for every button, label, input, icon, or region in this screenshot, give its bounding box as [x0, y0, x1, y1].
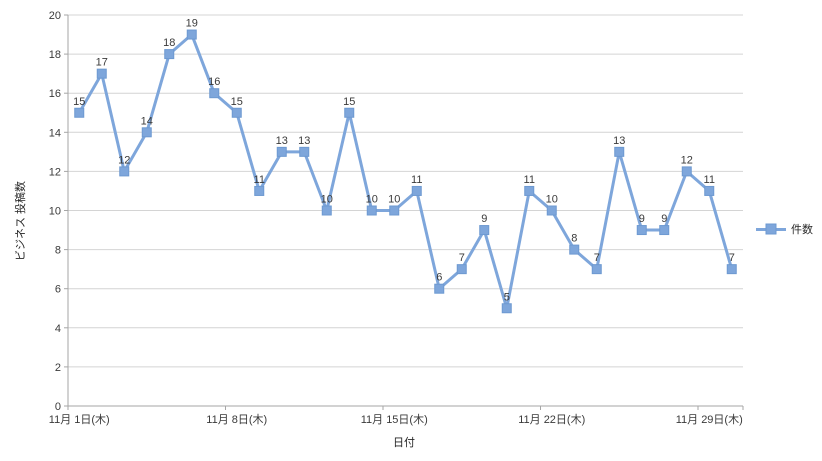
- data-point-marker: [434, 283, 445, 294]
- data-point-marker: [344, 107, 355, 118]
- y-tick-label: 12: [49, 166, 61, 178]
- y-axis-title: ビジネス 投稿数: [15, 180, 27, 262]
- data-point-label: 8: [571, 233, 577, 245]
- data-point-marker: [366, 205, 377, 216]
- legend-line-sample: [756, 223, 786, 235]
- data-point-marker: [501, 303, 512, 314]
- data-point-label: 19: [186, 18, 198, 30]
- data-point-label: 11: [254, 174, 265, 186]
- legend-label: 件数: [791, 224, 813, 236]
- data-point-marker: [681, 166, 692, 177]
- data-point-label: 10: [366, 194, 378, 206]
- x-tick-label: 11月 29日(木): [676, 413, 743, 426]
- y-tick-label: 16: [49, 88, 61, 100]
- data-point-marker: [231, 107, 242, 118]
- data-point-label: 18: [163, 37, 175, 49]
- data-point-marker: [479, 225, 490, 236]
- data-point-label: 15: [343, 96, 355, 108]
- data-point-marker: [704, 185, 715, 196]
- data-point-label: 16: [208, 76, 220, 88]
- data-point-label: 15: [231, 96, 243, 108]
- data-point-marker: [524, 185, 535, 196]
- data-point-marker: [119, 166, 130, 177]
- data-point-marker: [411, 185, 422, 196]
- data-point-marker: [299, 146, 310, 157]
- data-point-marker: [209, 88, 220, 99]
- data-point-marker: [614, 146, 625, 157]
- data-point-label: 10: [321, 194, 333, 206]
- data-point-label: 5: [504, 291, 510, 303]
- data-point-marker: [254, 185, 265, 196]
- y-tick-label: 14: [49, 127, 61, 139]
- data-point-label: 13: [276, 135, 288, 147]
- y-tick-label: 6: [55, 284, 61, 296]
- data-point-label: 7: [729, 252, 735, 264]
- data-point-label: 12: [118, 154, 130, 166]
- data-point-label: 14: [141, 115, 153, 127]
- data-point-marker: [546, 205, 557, 216]
- data-point-label: 6: [436, 272, 442, 284]
- y-tick-label: 8: [55, 245, 61, 257]
- y-tick-label: 0: [55, 401, 61, 413]
- y-tick-label: 10: [49, 206, 61, 218]
- x-axis-title: 日付: [393, 437, 415, 449]
- data-point-label: 10: [546, 194, 558, 206]
- legend: 件数: [756, 221, 813, 237]
- data-point-marker: [659, 225, 670, 236]
- y-tick-label: 18: [49, 49, 61, 61]
- data-point-marker: [636, 225, 647, 236]
- data-point-marker: [186, 29, 197, 40]
- y-tick-label: 20: [49, 10, 61, 22]
- data-point-label: 11: [704, 174, 715, 186]
- data-point-marker: [569, 244, 580, 255]
- data-point-label: 9: [661, 213, 667, 225]
- data-point-label: 9: [481, 213, 487, 225]
- data-point-marker: [141, 127, 152, 138]
- data-point-label: 7: [459, 252, 465, 264]
- data-point-marker: [276, 146, 287, 157]
- y-tick-label: 2: [55, 362, 61, 374]
- x-tick-label: 11月 22日(木): [518, 413, 585, 426]
- data-point-marker: [456, 264, 467, 275]
- data-point-marker: [726, 264, 737, 275]
- data-point-label: 17: [96, 57, 108, 69]
- data-point-marker: [389, 205, 400, 216]
- data-point-label: 13: [298, 135, 310, 147]
- data-point-label: 7: [594, 252, 600, 264]
- data-point-label: 11: [524, 174, 535, 186]
- data-point-label: 15: [73, 96, 85, 108]
- data-point-marker: [96, 68, 107, 79]
- data-point-label: 9: [639, 213, 645, 225]
- data-point-label: 13: [613, 135, 625, 147]
- data-point-label: 10: [388, 194, 400, 206]
- y-tick-label: 4: [55, 323, 61, 335]
- data-point-marker: [74, 107, 85, 118]
- data-point-label: 11: [411, 174, 422, 186]
- data-point-marker: [321, 205, 332, 216]
- data-point-label: 12: [681, 154, 693, 166]
- x-tick-label: 11月 8日(木): [206, 413, 267, 426]
- data-point-marker: [591, 264, 602, 275]
- data-point-marker: [164, 49, 175, 60]
- x-tick-label: 11月 15日(木): [361, 413, 428, 426]
- x-tick-label: 11月 1日(木): [49, 413, 110, 426]
- legend-marker-icon: [765, 223, 777, 235]
